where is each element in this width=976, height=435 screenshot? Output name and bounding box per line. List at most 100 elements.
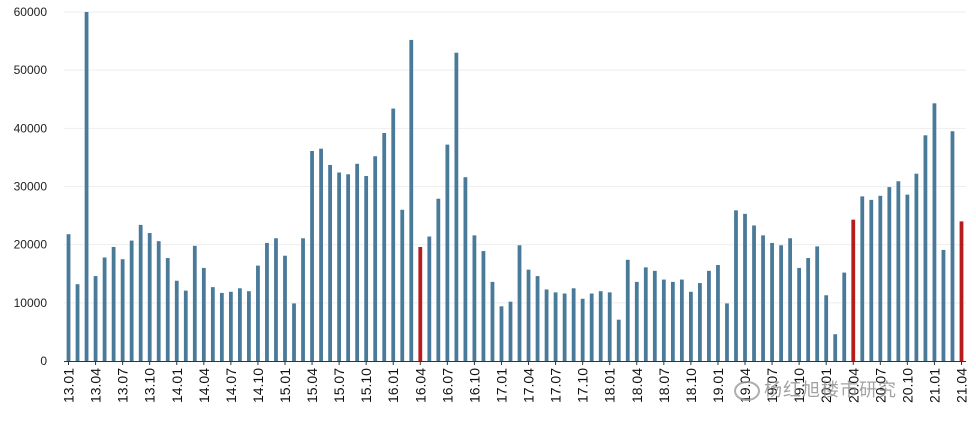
x-tick-label: 14.01 (169, 368, 185, 403)
x-tick-label: 16.04 (412, 368, 428, 403)
x-tick-label: 13.04 (88, 368, 104, 403)
bar (75, 284, 80, 361)
x-tick-label: 14.04 (196, 368, 212, 403)
x-tick-label: 16.10 (466, 368, 482, 403)
x-tick-label: 20.10 (899, 368, 915, 403)
bar (292, 303, 296, 361)
bar (319, 148, 323, 361)
bar (770, 242, 774, 361)
bar (508, 301, 513, 361)
bar (689, 291, 693, 361)
bar (238, 288, 242, 361)
bar (914, 173, 919, 361)
bar (716, 265, 720, 361)
bar (553, 292, 558, 361)
x-tick-label: 19.07 (764, 368, 780, 403)
bar (941, 249, 946, 361)
bar-highlight (959, 221, 964, 361)
bar (66, 234, 71, 361)
bar (896, 181, 901, 361)
y-tick-label: 50000 (14, 63, 48, 77)
y-tick-label: 40000 (14, 121, 48, 135)
bar (201, 267, 206, 361)
bar (174, 280, 179, 361)
x-tick-label: 14.10 (250, 368, 266, 403)
bar (490, 281, 495, 361)
bar (120, 259, 125, 361)
bar (589, 293, 594, 361)
bar (102, 257, 107, 361)
bar (219, 292, 224, 361)
x-tick-label: 20.04 (845, 368, 861, 403)
gridlines (64, 11, 966, 304)
bar (129, 240, 134, 361)
x-axis-ticks: 13.01 13.04 13.07 13.10 14.01 14.04 14.07 14.10… (61, 361, 969, 403)
bar (409, 39, 414, 362)
bar (156, 241, 161, 361)
bar (192, 245, 197, 361)
bar (598, 291, 603, 361)
x-tick-label: 13.10 (142, 368, 158, 403)
bar (328, 164, 332, 361)
bar (274, 238, 278, 361)
bar (337, 172, 342, 361)
bar (725, 303, 729, 361)
bar (661, 279, 666, 361)
bar (228, 291, 233, 361)
bar (734, 210, 738, 361)
bar (698, 283, 702, 361)
bar (923, 135, 928, 361)
bar (138, 224, 143, 361)
bar (905, 194, 910, 361)
bar (436, 198, 441, 361)
bar (400, 209, 405, 361)
bar-highlight (418, 246, 423, 361)
x-tick-label: 18.10 (683, 368, 699, 403)
x-tick-label: 20.07 (872, 368, 888, 403)
bar (265, 242, 269, 361)
y-tick-label: 60000 (14, 5, 48, 19)
bar (869, 199, 874, 361)
bar (301, 238, 305, 361)
y-axis-ticks: 0 10000 20000 30000 40000 50000 60000 (14, 5, 48, 368)
bar (84, 12, 89, 361)
bar (932, 103, 937, 361)
bar (544, 289, 549, 361)
x-tick-label: 17.10 (575, 368, 591, 403)
bar (625, 259, 630, 361)
bar (256, 265, 260, 361)
x-tick-label: 18.04 (629, 368, 645, 403)
bar (788, 238, 793, 361)
bar (346, 174, 351, 361)
x-tick-label: 20.01 (818, 368, 834, 403)
x-tick-label: 16.07 (439, 368, 455, 403)
bar (743, 213, 747, 361)
bar (679, 279, 684, 361)
x-tick-label: 17.01 (493, 368, 509, 403)
bar (517, 245, 522, 361)
x-tick-label: 13.07 (115, 368, 131, 403)
bar (373, 156, 378, 361)
bar (364, 176, 369, 361)
bar (427, 236, 432, 361)
wechat-icon (734, 381, 760, 402)
bar (183, 290, 188, 361)
bar (391, 108, 396, 361)
x-tick-label: 17.07 (548, 368, 564, 403)
x-tick-label: 18.01 (602, 368, 618, 403)
x-tick-label: 21.04 (953, 368, 969, 403)
bar (580, 298, 585, 361)
x-tick-label: 15.01 (277, 368, 293, 403)
y-tick-label: 30000 (14, 180, 48, 194)
bar (147, 233, 152, 361)
bars (66, 12, 964, 362)
bar (165, 258, 170, 361)
bar (562, 293, 567, 361)
bar (382, 132, 387, 361)
bar (752, 225, 756, 361)
x-tick-label: 19.10 (791, 368, 807, 403)
bar (824, 295, 829, 361)
watermark: 杨红旭楼市研究 (734, 376, 897, 402)
bar (950, 131, 955, 361)
bar (670, 281, 675, 361)
